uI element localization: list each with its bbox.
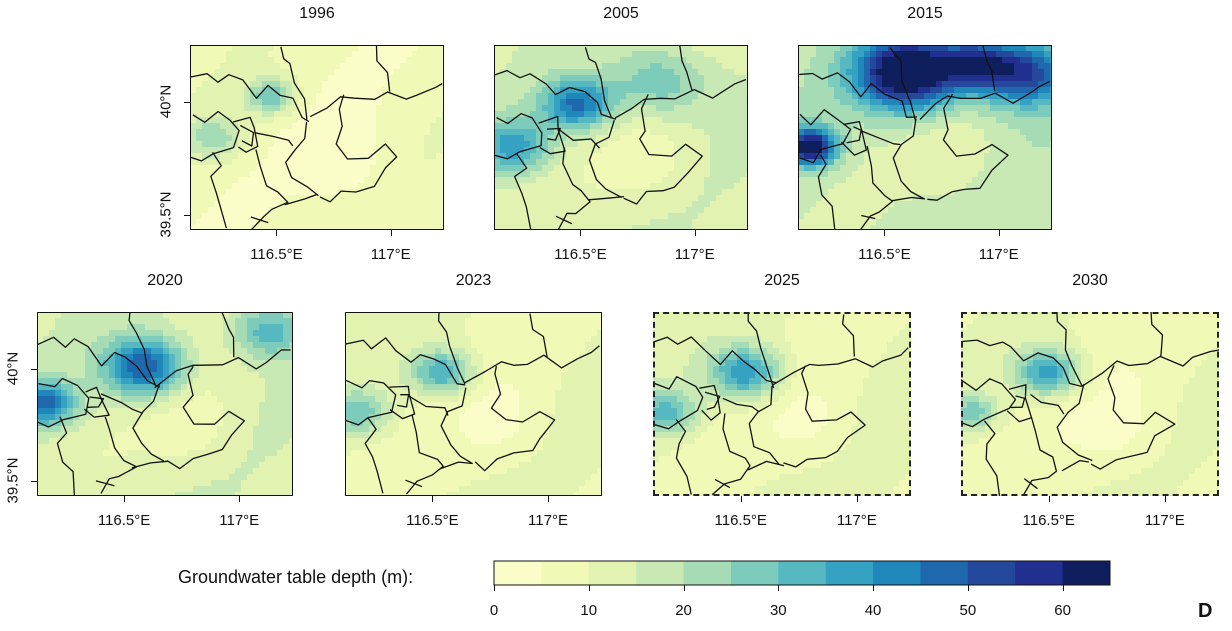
- x-tick-mark: [276, 230, 278, 236]
- groundwater-map-2005: [494, 45, 748, 230]
- x-tick-mark: [856, 496, 858, 502]
- colorbar-tick-mark: [588, 585, 590, 591]
- groundwater-map-1996: [190, 45, 444, 230]
- x-tick-label: 116.5°E: [250, 246, 303, 263]
- colorbar-tick-mark: [1062, 585, 1064, 591]
- colorbar-tick-label: 10: [580, 602, 598, 619]
- colorbar-tick-label: 60: [1054, 602, 1071, 619]
- x-tick-mark: [239, 496, 241, 502]
- colorbar-tick-label: 0: [489, 602, 499, 619]
- x-tick-label: 117°E: [219, 512, 260, 529]
- y-tick-mark: [184, 102, 190, 104]
- x-tick-mark: [390, 230, 392, 236]
- x-tick-label: 116.5°E: [714, 512, 767, 529]
- y-tick-label: 40°N: [4, 351, 22, 386]
- panel-title: 1996: [299, 5, 335, 22]
- x-tick-mark: [548, 496, 550, 502]
- colorbar-tick-mark: [494, 585, 495, 591]
- panel-title: 2015: [907, 5, 943, 22]
- groundwater-map-2015: [798, 45, 1052, 230]
- x-tick-mark: [998, 230, 1000, 236]
- panel-title: 2020: [147, 272, 183, 289]
- colorbar-tick-label: 40: [864, 602, 882, 619]
- y-tick-mark: [31, 481, 37, 483]
- y-tick-label: 40°N: [157, 85, 175, 119]
- y-tick-label: 39.5°N: [157, 191, 175, 238]
- colorbar-tick-label: 20: [675, 602, 692, 619]
- x-tick-label: 116.5°E: [1022, 512, 1075, 529]
- panel-title: 2025: [764, 272, 800, 289]
- colorbar-tick-mark: [683, 585, 685, 591]
- x-tick-label: 116.5°E: [858, 246, 911, 263]
- groundwater-map-2020: [37, 312, 293, 496]
- colorbar-tick-label: 30: [769, 602, 787, 619]
- colorbar-tick-label: 50: [959, 602, 977, 619]
- legend-title: Groundwater table depth (m):: [178, 567, 414, 587]
- groundwater-map-2023: [345, 312, 602, 496]
- x-tick-label: 117°E: [370, 246, 411, 263]
- x-tick-label: 116.5°E: [554, 246, 607, 263]
- x-tick-label: 117°E: [978, 246, 1019, 263]
- y-tick-mark: [184, 215, 190, 217]
- x-tick-label: 116.5°E: [406, 512, 459, 529]
- panel-title: 2023: [455, 272, 492, 289]
- panel-letter: D: [1198, 600, 1213, 622]
- x-tick-mark: [124, 496, 126, 502]
- x-tick-mark: [740, 496, 742, 502]
- x-tick-label: 116.5°E: [97, 512, 151, 529]
- x-tick-mark: [694, 230, 696, 236]
- groundwater-map-2030: [961, 312, 1219, 496]
- y-tick-label: 39.5°N: [4, 457, 22, 504]
- colorbar-tick-mark: [873, 585, 875, 591]
- x-tick-label: 117°E: [528, 512, 568, 529]
- x-tick-mark: [432, 496, 434, 502]
- panel-title: 2005: [603, 5, 639, 22]
- groundwater-map-2025: [653, 312, 911, 496]
- panel-title: 2030: [1072, 272, 1108, 289]
- x-tick-label: 117°E: [674, 246, 715, 263]
- x-tick-label: 117°E: [836, 512, 877, 529]
- x-tick-mark: [1164, 496, 1166, 502]
- colorbar-tick-mark: [967, 585, 969, 591]
- colorbar-tick-mark: [778, 585, 780, 591]
- colorbar: [493, 560, 1111, 591]
- x-tick-label: 117°E: [1144, 512, 1185, 529]
- y-tick-mark: [31, 369, 37, 371]
- x-tick-mark: [1048, 496, 1050, 502]
- x-tick-mark: [580, 230, 582, 236]
- x-tick-mark: [884, 230, 886, 236]
